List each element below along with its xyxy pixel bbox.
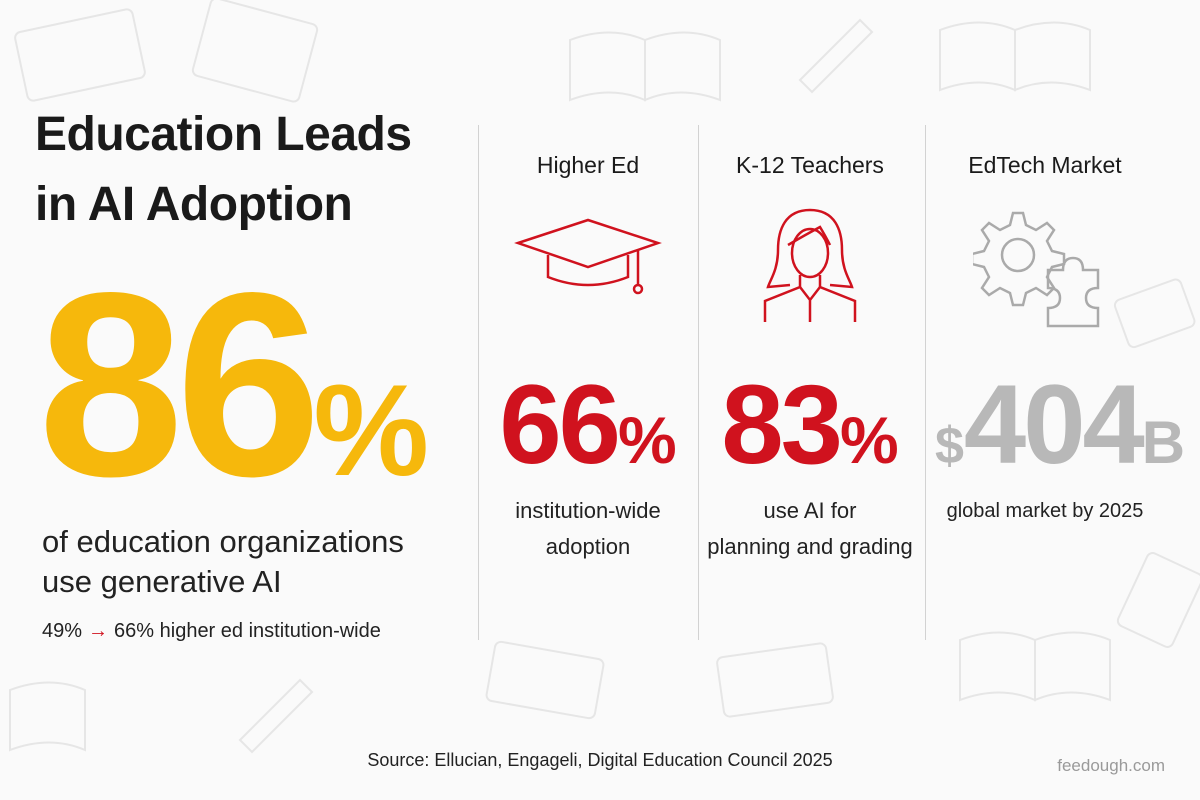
hero-stat: 86% bbox=[38, 254, 430, 516]
description-line: use AI for bbox=[763, 498, 857, 523]
stat-unit: % bbox=[617, 403, 677, 477]
description-line: use generative AI bbox=[42, 564, 282, 599]
source: Source: Ellucian, Engageli, Digital Educ… bbox=[367, 750, 833, 770]
stat-column: Higher Ed 66% institution-wide adoption bbox=[478, 0, 698, 700]
trend: 49% → 66% higher ed institution-wide bbox=[42, 620, 381, 643]
teacher-icon bbox=[763, 208, 857, 322]
description-line: global market by 2025 bbox=[946, 500, 1144, 522]
column-heading: K-12 Teachers bbox=[736, 152, 884, 178]
stat-value: 66 bbox=[499, 362, 621, 487]
divider bbox=[478, 125, 479, 640]
divider bbox=[925, 125, 926, 640]
column-heading: Higher Ed bbox=[536, 152, 640, 178]
title: Education Leads in AI Adoption bbox=[35, 100, 412, 240]
trend-from: 49% bbox=[42, 620, 83, 642]
stat-column: K-12 Teachers 83% use AI for planning an… bbox=[700, 0, 920, 700]
description-line: institution-wide bbox=[515, 498, 661, 523]
stat-value: 83 bbox=[721, 362, 843, 487]
description-line: of education organizations bbox=[42, 524, 404, 559]
description-line: planning and grading bbox=[707, 534, 913, 559]
stat-prefix: $ bbox=[935, 417, 964, 475]
graduation-cap-icon bbox=[514, 218, 662, 295]
divider bbox=[698, 125, 699, 640]
trend-arrow: → bbox=[88, 620, 109, 642]
stat-column: EdTech Market $404B global market by 202… bbox=[935, 0, 1185, 700]
column-description: institution-wide adoption bbox=[478, 493, 698, 565]
column-description: use AI for planning and grading bbox=[700, 493, 920, 565]
hero-description: of education organizations use generativ… bbox=[42, 522, 404, 602]
column-heading: EdTech Market bbox=[968, 152, 1122, 178]
stat-value: 404 bbox=[963, 362, 1145, 487]
hero-unit: % bbox=[313, 357, 430, 503]
stat-unit: B bbox=[1141, 409, 1186, 476]
hero-value: 86 bbox=[38, 238, 321, 531]
column-description: global market by 2025 bbox=[935, 493, 1155, 529]
gear-puzzle-icon bbox=[973, 211, 1100, 328]
title-line: in AI Adoption bbox=[35, 178, 353, 231]
trend-to: 66% bbox=[114, 620, 155, 642]
description-line: adoption bbox=[545, 534, 631, 559]
watermark: feedough.com bbox=[1057, 756, 1165, 775]
trend-label: higher ed institution-wide bbox=[159, 620, 381, 642]
column-stat: $404B bbox=[935, 360, 1185, 524]
title-line: Education Leads bbox=[35, 108, 412, 161]
column-stat: 66% bbox=[478, 360, 698, 524]
column-stat: 83% bbox=[700, 360, 920, 524]
stat-unit: % bbox=[839, 403, 899, 477]
